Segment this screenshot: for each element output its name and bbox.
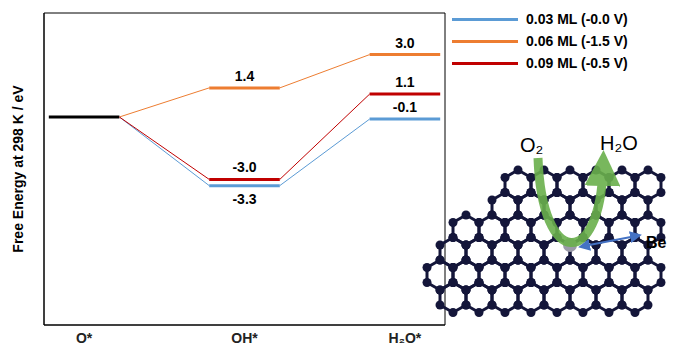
svg-text:H₂O: H₂O — [600, 132, 638, 154]
svg-text:-3.0: -3.0 — [232, 159, 256, 175]
svg-text:-3.3: -3.3 — [232, 191, 256, 207]
svg-text:1.4: 1.4 — [235, 68, 255, 84]
svg-text:-0.1: -0.1 — [393, 99, 417, 115]
svg-text:O₂: O₂ — [520, 134, 543, 156]
html-text:0.06 ML (-1.5 V): 0.06 ML (-1.5 V) — [526, 33, 628, 49]
svg-text:H₂O*: H₂O* — [389, 330, 422, 346]
svg-text:1.1: 1.1 — [395, 74, 415, 90]
svg-text:3.0: 3.0 — [395, 35, 415, 51]
svg-text:Be: Be — [646, 234, 667, 251]
svg-text:OH*: OH* — [231, 330, 258, 346]
html-text:0.09 ML (-0.5 V): 0.09 ML (-0.5 V) — [526, 55, 628, 71]
svg-text:Free Energy at 298 K / eV: Free Energy at 298 K / eV — [10, 85, 26, 253]
html-text:0.03 ML (-0.0 V): 0.03 ML (-0.0 V) — [526, 11, 628, 27]
svg-text:O*: O* — [76, 330, 93, 346]
